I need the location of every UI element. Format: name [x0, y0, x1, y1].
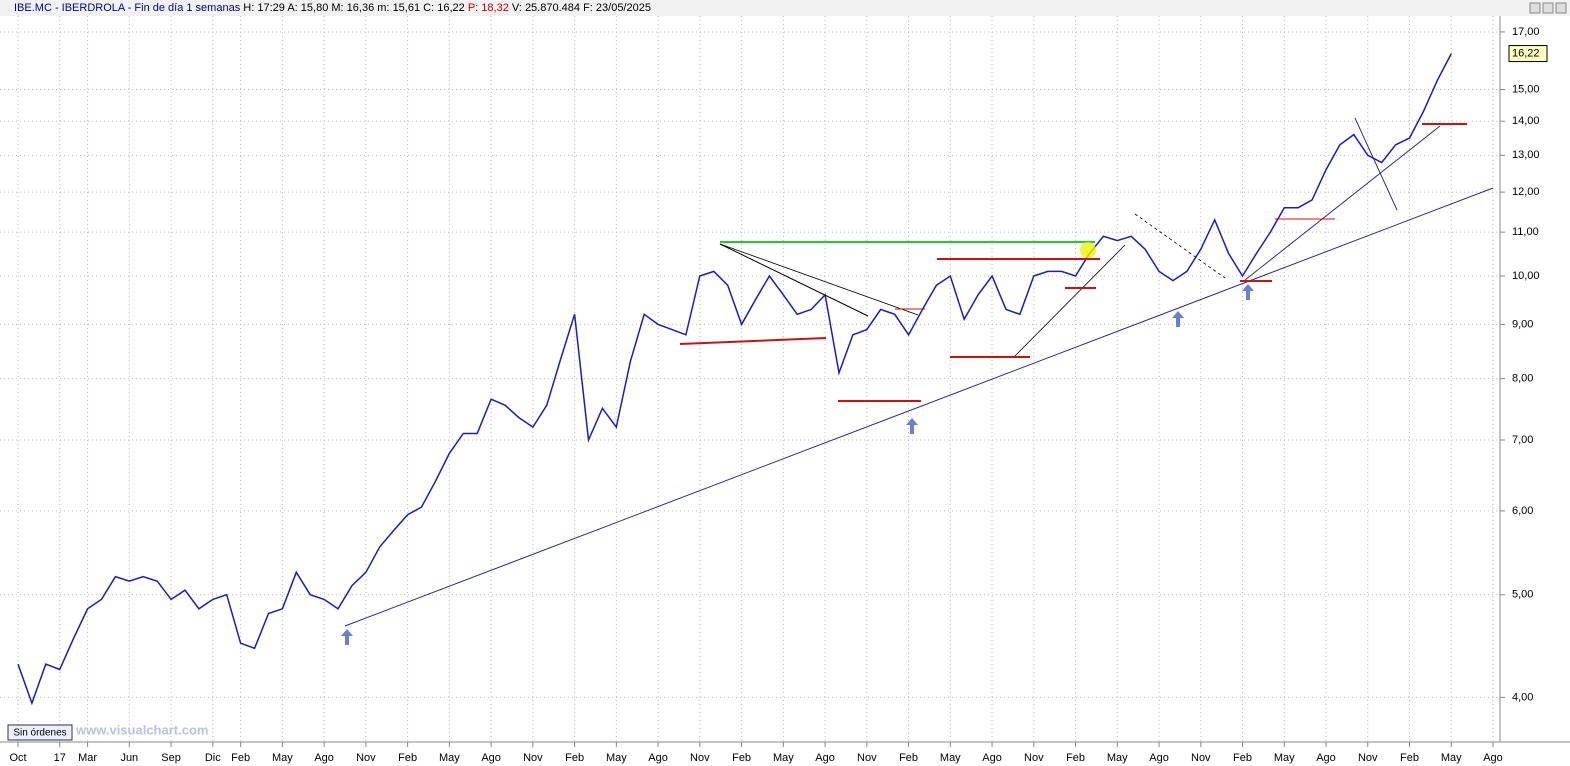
x-tick-label: May — [773, 752, 794, 764]
x-tick-label: Feb — [732, 752, 751, 764]
header-text: 16,36 — [347, 2, 375, 14]
x-tick-label: May — [272, 752, 293, 764]
trend-line — [344, 187, 1494, 627]
header-text: m: — [377, 2, 389, 14]
x-tick-label: May — [940, 752, 961, 764]
maximize-button[interactable] — [1542, 2, 1554, 14]
y-tick-label: 10,00 — [1512, 270, 1540, 282]
header-text: 25.870.484 — [525, 2, 580, 14]
x-tick-label: May — [1274, 752, 1295, 764]
x-tick-label: Ago — [648, 752, 668, 764]
minimize-button[interactable] — [1529, 2, 1541, 14]
x-tick-label: Nov — [1191, 752, 1211, 764]
y-tick-label: 9,00 — [1512, 318, 1533, 330]
header-text: P: — [468, 2, 478, 14]
arrow-up — [1242, 284, 1254, 300]
arrow-up — [341, 629, 353, 645]
close-button[interactable] — [1555, 2, 1567, 14]
last-price-box — [1508, 45, 1548, 63]
trend-line — [719, 243, 919, 316]
y-tick-label: 12,00 — [1512, 186, 1540, 198]
header-bar — [0, 0, 1570, 16]
y-tick-label: 13,00 — [1512, 149, 1540, 161]
x-tick-label: Ago — [481, 752, 501, 764]
header-text: C: — [423, 2, 434, 14]
x-tick-label: Feb — [1233, 752, 1252, 764]
x-tick-label: 17 — [54, 752, 66, 764]
drawings — [341, 117, 1494, 645]
orders-button-label[interactable]: Sin órdenes — [13, 728, 66, 739]
header-text: 16,22 — [437, 2, 465, 14]
arrow-up — [1172, 311, 1184, 327]
y-tick-label: 5,00 — [1512, 589, 1533, 601]
x-tick-label: Nov — [356, 752, 376, 764]
x-tick-label: Nov — [690, 752, 710, 764]
header-text: H: — [243, 2, 254, 14]
x-tick-label: May — [1441, 752, 1462, 764]
x-tick-label: Mar — [78, 752, 97, 764]
x-tick-label: Nov — [523, 752, 543, 764]
watermark: www.visualchart.com — [75, 722, 208, 737]
support-line — [679, 337, 827, 345]
trend-line — [719, 243, 869, 317]
x-tick-label: Nov — [1024, 752, 1044, 764]
x-tick-label: Feb — [1066, 752, 1085, 764]
x-tick-label: Ago — [314, 752, 334, 764]
trend-line — [1354, 117, 1398, 211]
y-tick-label: 7,00 — [1512, 434, 1533, 446]
last-price-label: 16,22 — [1512, 47, 1540, 59]
x-tick-label: Dic — [205, 752, 221, 764]
x-tick-label: May — [606, 752, 627, 764]
header-text: 15,61 — [393, 2, 421, 14]
x-tick-label: May — [1107, 752, 1128, 764]
y-tick-label: 4,00 — [1512, 691, 1533, 703]
highlight — [1080, 242, 1096, 258]
header: IBE.MC - IBERDROLA - Fin de día 1 semana… — [14, 2, 651, 14]
orders-button[interactable] — [7, 724, 73, 741]
price-line — [17, 53, 1452, 706]
x-tick-label: Ago — [1316, 752, 1336, 764]
header-text: 15,80 — [301, 2, 329, 14]
x-tick-label: Jun — [120, 752, 138, 764]
x-tick-label: Feb — [1400, 752, 1419, 764]
x-tick-label: Feb — [398, 752, 417, 764]
x-tick-label: Feb — [565, 752, 584, 764]
header-text: 17:29 — [257, 2, 285, 14]
trend-line — [1244, 125, 1441, 281]
x-tick-label: Ago — [1483, 752, 1503, 764]
header-text: V: — [512, 2, 522, 14]
y-tick-label: 15,00 — [1512, 83, 1540, 95]
header-text: A: — [287, 2, 297, 14]
header-text: IBE.MC - IBERDROLA - Fin de día 1 semana… — [14, 2, 241, 14]
x-tick-label: Ago — [1149, 752, 1169, 764]
arrow-up — [906, 418, 918, 434]
x-tick-label: Sep — [161, 752, 181, 764]
x-tick-label: Ago — [815, 752, 835, 764]
x-tick-label: May — [439, 752, 460, 764]
y-tick-label: 8,00 — [1512, 373, 1533, 385]
y-tick-label: 6,00 — [1512, 505, 1533, 517]
x-tick-label: Feb — [899, 752, 918, 764]
header-text: 23/05/2025 — [596, 2, 651, 14]
header-text: M: — [331, 2, 343, 14]
header-text: 18,32 — [481, 2, 509, 14]
trend-line — [1014, 244, 1126, 357]
trend-line — [1134, 213, 1226, 279]
x-tick-label: Nov — [1358, 752, 1378, 764]
header-text: F: — [583, 2, 593, 14]
y-tick-label: 17,00 — [1512, 26, 1540, 38]
x-tick-label: Oct — [9, 752, 26, 764]
plot: 4,00 5,00 6,00 7,00 8,00 9,00 10,00 11,00 12,00 1… — [0, 16, 1548, 764]
y-tick-label: 14,00 — [1512, 115, 1540, 127]
x-tick-label: Feb — [231, 752, 250, 764]
x-tick-label: Nov — [857, 752, 877, 764]
y-tick-label: 11,00 — [1512, 226, 1539, 238]
x-tick-label: Ago — [982, 752, 1002, 764]
